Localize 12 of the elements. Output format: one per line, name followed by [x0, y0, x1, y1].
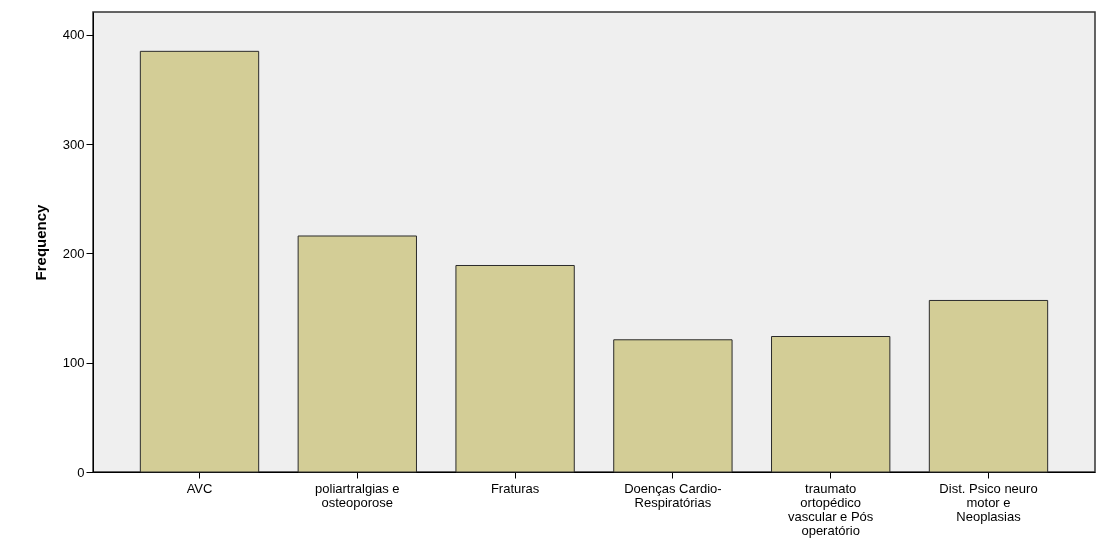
- y-tick-label: 0: [77, 464, 85, 480]
- y-tick-label: 100: [62, 355, 85, 371]
- x-tick-label: Fraturas: [490, 480, 540, 496]
- y-tick-label: 200: [62, 245, 85, 261]
- x-tick-label: Dist. Psico neuro motor e Neoplasias: [939, 480, 1038, 524]
- x-tick-label: traumato ortopédico vascular e Pós operatório: [788, 480, 874, 538]
- x-tick-label: poliartralgias e osteoporose: [315, 480, 400, 510]
- y-axis-title: Frequency: [31, 203, 49, 281]
- y-tick-label: 300: [62, 136, 85, 152]
- y-tick-label: 400: [62, 27, 85, 43]
- x-tick-label: Doenças Cardio-Respiratórias: [624, 480, 722, 510]
- x-tick-label: AVC: [186, 480, 213, 496]
